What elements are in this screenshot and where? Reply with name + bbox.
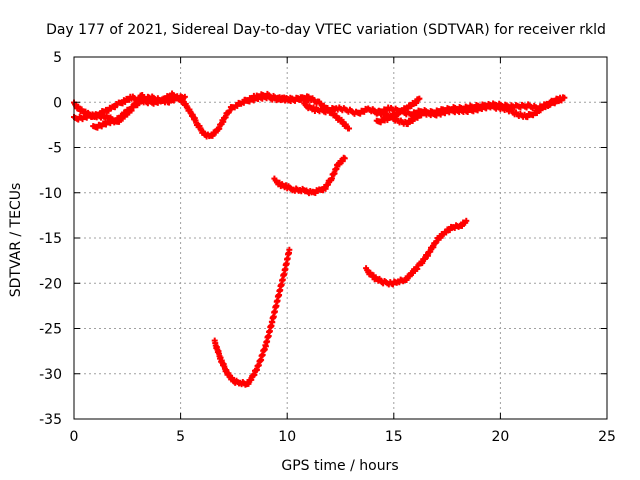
data-point (409, 269, 416, 276)
data-point (181, 93, 188, 100)
data-point (557, 94, 564, 101)
data-point (404, 121, 411, 128)
data-series (71, 90, 568, 388)
data-point (406, 273, 413, 280)
y-tick-label: -20 (39, 276, 62, 292)
data-point (537, 107, 544, 114)
data-point (409, 117, 416, 124)
axis-ticks: 0 5 10 15 20 25 5 0 -5 -10 -15 -20 -25 -30 -35 (39, 50, 616, 445)
data-point (459, 222, 466, 229)
y-axis-label: SDTVAR / TECUs (8, 183, 24, 298)
y-tick-label: -30 (39, 367, 62, 383)
x-tick-label: 25 (598, 429, 616, 445)
y-tick-label: -35 (39, 412, 62, 428)
data-point (414, 265, 421, 272)
data-point (437, 234, 444, 241)
data-point (139, 92, 146, 99)
y-tick-label: 0 (53, 95, 62, 111)
data-point (542, 104, 549, 111)
chart-title: Day 177 of 2021, Sidereal Day-to-day VTE… (46, 22, 606, 38)
data-point (547, 101, 554, 108)
data-point (116, 116, 123, 123)
data-point (346, 125, 353, 132)
data-point (399, 108, 406, 115)
data-point (170, 97, 177, 104)
y-tick-label: 5 (53, 50, 62, 66)
data-point (226, 107, 233, 114)
data-point (403, 276, 410, 283)
y-tick-label: -25 (39, 322, 62, 338)
data-point (341, 155, 348, 162)
data-point (533, 110, 540, 117)
data-point (413, 100, 420, 107)
data-point (463, 217, 470, 224)
series-arc-d (241, 90, 353, 132)
x-tick-label: 10 (278, 429, 296, 445)
data-point (336, 161, 343, 168)
data-point (416, 95, 423, 102)
data-point (123, 110, 130, 117)
y-tick-label: -10 (39, 186, 62, 202)
series-arc-j (363, 217, 470, 288)
y-tick-label: -5 (48, 141, 62, 157)
series-arc-c (90, 92, 146, 131)
series-arc-h (271, 154, 348, 197)
x-tick-label: 20 (491, 429, 509, 445)
series-arc-g (373, 95, 423, 126)
x-tick-label: 15 (385, 429, 403, 445)
series-arc-i (211, 246, 293, 388)
data-point (433, 238, 440, 245)
data-point (395, 111, 402, 118)
x-axis-label: GPS time / hours (281, 458, 398, 474)
x-tick-label: 5 (176, 429, 185, 445)
x-tick-label: 0 (70, 429, 79, 445)
data-point (418, 112, 425, 119)
y-tick-label: -15 (39, 231, 62, 247)
data-point (209, 132, 216, 139)
data-point (286, 246, 293, 253)
